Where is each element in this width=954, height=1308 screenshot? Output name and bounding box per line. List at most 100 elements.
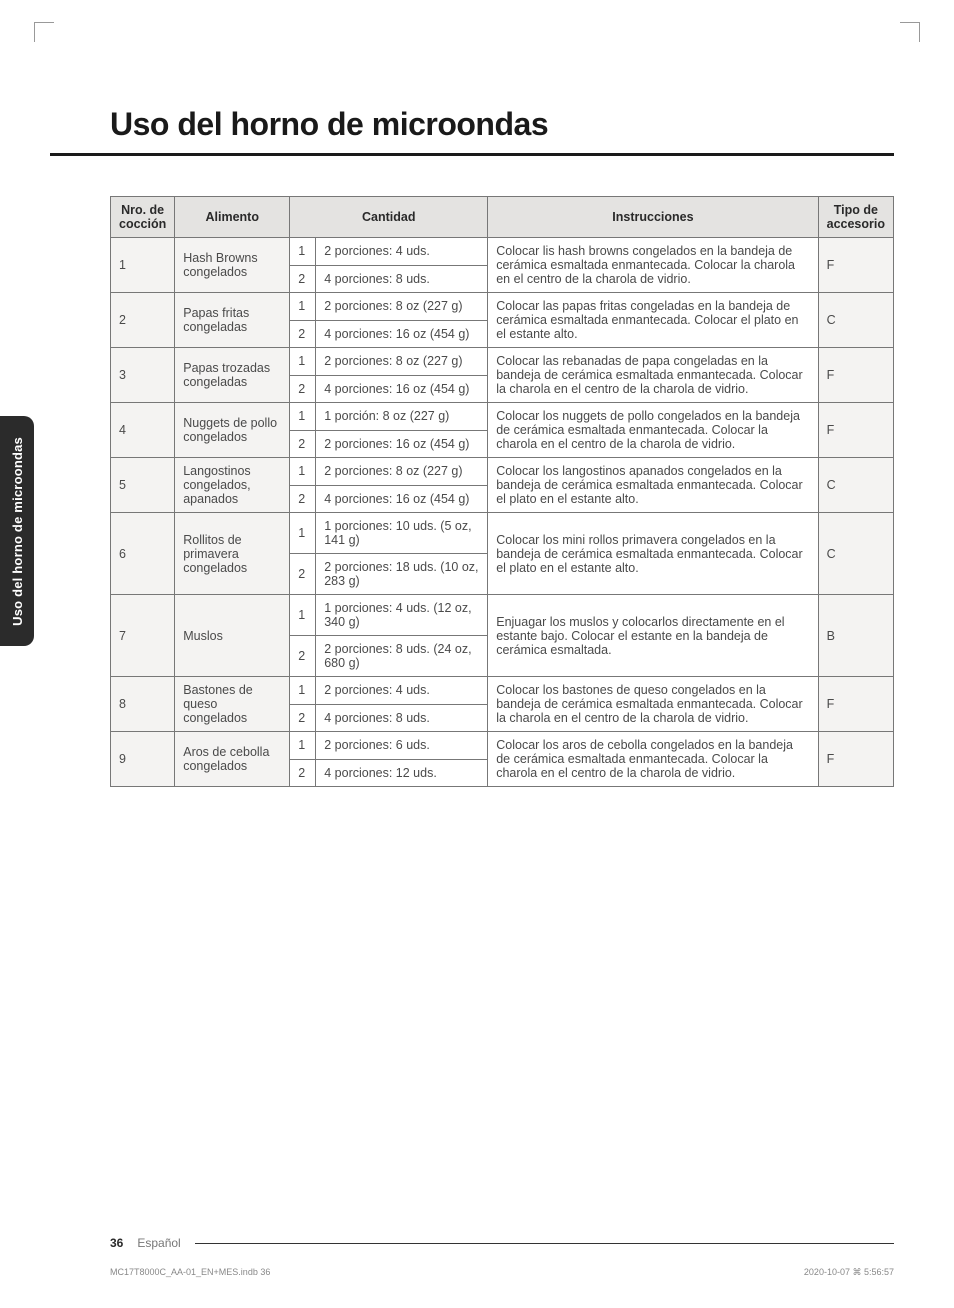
qty-index: 1 — [290, 348, 316, 376]
imprint-left: MC17T8000C_AA-01_EN+MES.indb 36 — [110, 1267, 270, 1278]
qty-index: 1 — [290, 732, 316, 760]
qty-index: 1 — [290, 238, 316, 266]
table-row: 4Nuggets de pollo congelados11 porción: … — [111, 403, 894, 431]
imprint-right: 2020-10-07 ⌘ 5:56:57 — [804, 1267, 894, 1278]
instructions: Colocar los mini rollos primavera congel… — [488, 513, 818, 595]
qty-index: 2 — [290, 320, 316, 348]
instructions: Enjuagar los muslos y colocarlos directa… — [488, 595, 818, 677]
table-row: 1Hash Browns congelados12 porciones: 4 u… — [111, 238, 894, 266]
instructions: Colocar los langostinos apanados congela… — [488, 458, 818, 513]
page-number: 36 — [110, 1236, 123, 1250]
instructions: Colocar las rebanadas de papa congeladas… — [488, 348, 818, 403]
instructions: Colocar lis hash browns congelados en la… — [488, 238, 818, 293]
qty-text: 4 porciones: 8 uds. — [316, 265, 488, 293]
table-row: 6Rollitos de primavera congelados11 porc… — [111, 513, 894, 554]
qty-index: 2 — [290, 485, 316, 513]
food-name: Papas trozadas congeladas — [175, 348, 290, 403]
qty-index: 1 — [290, 595, 316, 636]
food-name: Papas fritas congeladas — [175, 293, 290, 348]
col-food-header: Alimento — [175, 197, 290, 238]
cook-number: 1 — [111, 238, 175, 293]
qty-text: 2 porciones: 8 oz (227 g) — [316, 348, 488, 376]
accessory-type: F — [818, 348, 893, 403]
page: Uso del horno de microondas Uso del horn… — [50, 46, 904, 1268]
qty-text: 2 porciones: 4 uds. — [316, 677, 488, 705]
qty-index: 1 — [290, 677, 316, 705]
qty-text: 2 porciones: 8 oz (227 g) — [316, 458, 488, 486]
qty-text: 2 porciones: 8 oz (227 g) — [316, 293, 488, 321]
qty-text: 1 porciones: 10 uds. (5 oz, 141 g) — [316, 513, 488, 554]
col-acc-header: Tipo de accesorio — [818, 197, 893, 238]
accessory-type: F — [818, 732, 893, 787]
qty-text: 4 porciones: 16 oz (454 g) — [316, 485, 488, 513]
imprint: MC17T8000C_AA-01_EN+MES.indb 36 2020-10-… — [110, 1267, 894, 1278]
page-title: Uso del horno de microondas — [50, 46, 894, 156]
col-num-header: Nro. de cocción — [111, 197, 175, 238]
crop-mark — [34, 22, 54, 42]
instructions: Colocar los bastones de queso congelados… — [488, 677, 818, 732]
qty-index: 2 — [290, 430, 316, 458]
food-name: Rollitos de primavera congelados — [175, 513, 290, 595]
qty-index: 2 — [290, 554, 316, 595]
instructions: Colocar las papas fritas congeladas en l… — [488, 293, 818, 348]
accessory-type: F — [818, 403, 893, 458]
qty-text: 4 porciones: 16 oz (454 g) — [316, 320, 488, 348]
table-row: 8Bastones de queso congelados12 porcione… — [111, 677, 894, 705]
accessory-type: C — [818, 458, 893, 513]
accessory-type: F — [818, 238, 893, 293]
cook-number: 6 — [111, 513, 175, 595]
qty-index: 2 — [290, 375, 316, 403]
side-tab-label: Uso del horno de microondas — [10, 437, 25, 626]
qty-index: 2 — [290, 704, 316, 732]
cook-number: 3 — [111, 348, 175, 403]
qty-text: 1 porción: 8 oz (227 g) — [316, 403, 488, 431]
qty-text: 2 porciones: 8 uds. (24 oz, 680 g) — [316, 636, 488, 677]
qty-index: 1 — [290, 513, 316, 554]
table-header-row: Nro. de cocción Alimento Cantidad Instru… — [111, 197, 894, 238]
food-name: Aros de cebolla congelados — [175, 732, 290, 787]
food-name: Bastones de queso congelados — [175, 677, 290, 732]
page-footer: 36 Español — [110, 1236, 894, 1250]
side-tab: Uso del horno de microondas — [0, 416, 34, 646]
table-row: 9Aros de cebolla congelados12 porciones:… — [111, 732, 894, 760]
cook-number: 9 — [111, 732, 175, 787]
qty-text: 2 porciones: 16 oz (454 g) — [316, 430, 488, 458]
qty-text: 1 porciones: 4 uds. (12 oz, 340 g) — [316, 595, 488, 636]
qty-index: 1 — [290, 403, 316, 431]
qty-index: 2 — [290, 265, 316, 293]
food-name: Muslos — [175, 595, 290, 677]
table-row: 3Papas trozadas congeladas12 porciones: … — [111, 348, 894, 376]
cooking-table: Nro. de cocción Alimento Cantidad Instru… — [110, 196, 894, 787]
qty-index: 1 — [290, 293, 316, 321]
qty-text: 2 porciones: 6 uds. — [316, 732, 488, 760]
accessory-type: F — [818, 677, 893, 732]
cooking-table-wrap: Nro. de cocción Alimento Cantidad Instru… — [110, 196, 894, 787]
table-row: 7Muslos11 porciones: 4 uds. (12 oz, 340 … — [111, 595, 894, 636]
accessory-type: C — [818, 513, 893, 595]
page-language: Español — [137, 1236, 180, 1250]
food-name: Hash Browns congelados — [175, 238, 290, 293]
qty-text: 4 porciones: 8 uds. — [316, 704, 488, 732]
footer-rule — [195, 1243, 894, 1244]
table-row: 5Langostinos congelados, apanados12 porc… — [111, 458, 894, 486]
food-name: Langostinos congelados, apanados — [175, 458, 290, 513]
food-name: Nuggets de pollo congelados — [175, 403, 290, 458]
instructions: Colocar los nuggets de pollo congelados … — [488, 403, 818, 458]
cook-number: 2 — [111, 293, 175, 348]
cook-number: 4 — [111, 403, 175, 458]
col-instr-header: Instrucciones — [488, 197, 818, 238]
qty-index: 2 — [290, 636, 316, 677]
accessory-type: C — [818, 293, 893, 348]
qty-text: 2 porciones: 4 uds. — [316, 238, 488, 266]
accessory-type: B — [818, 595, 893, 677]
qty-index: 2 — [290, 759, 316, 787]
cook-number: 5 — [111, 458, 175, 513]
qty-text: 4 porciones: 12 uds. — [316, 759, 488, 787]
instructions: Colocar los aros de cebolla congelados e… — [488, 732, 818, 787]
col-qty-header: Cantidad — [290, 197, 488, 238]
table-row: 2Papas fritas congeladas12 porciones: 8 … — [111, 293, 894, 321]
qty-index: 1 — [290, 458, 316, 486]
qty-text: 2 porciones: 18 uds. (10 oz, 283 g) — [316, 554, 488, 595]
cook-number: 7 — [111, 595, 175, 677]
qty-text: 4 porciones: 16 oz (454 g) — [316, 375, 488, 403]
